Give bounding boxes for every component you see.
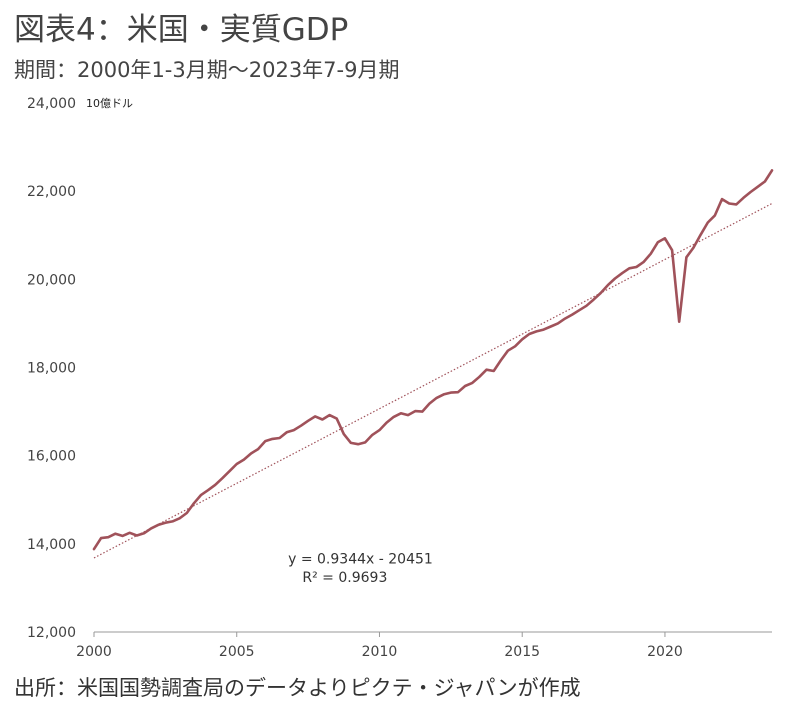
y-tick-label: 22,000 — [27, 184, 76, 200]
y-tick-label: 16,000 — [27, 449, 76, 465]
x-tick-label: 2000 — [76, 644, 112, 660]
regression-annotation-text: y = 0.9344x - 20451 — [288, 552, 433, 568]
y-axis-labels: 12,000 14,000 16,000 18,000 20,000 22,000 24,0… — [27, 96, 76, 641]
y-tick-label: 12,000 — [27, 625, 76, 641]
x-tick-label: 2010 — [362, 644, 398, 660]
y-tick-label: 24,000 — [27, 96, 76, 112]
x-axis-labels: 2000 2005 2010 2015 2020 — [76, 644, 683, 660]
y-tick-label: 14,000 — [27, 537, 76, 553]
gdp-series-line — [92, 169, 774, 551]
regression-annotations: y = 0.9344x - 20451 R² = 0.9693 — [288, 552, 433, 587]
trendline — [93, 202, 773, 559]
x-tick-label: 2015 — [504, 644, 540, 660]
x-tick-label: 2005 — [219, 644, 255, 660]
y-tick-label: 20,000 — [27, 272, 76, 288]
regression-annotation-text: R² = 0.9693 — [302, 570, 387, 586]
chart-subtitle: 期間：2000年1-3月期～2023年7-9月期 — [14, 58, 400, 82]
chart-title: 図表4：米国・実質GDP — [14, 12, 349, 48]
y-axis-unit-label: 10億ドル — [86, 97, 133, 110]
source-note: 出所：米国国勢調査局のデータよりピクテ・ジャパンが作成 — [14, 676, 581, 700]
y-tick-label: 18,000 — [27, 361, 76, 377]
x-axis-ticks — [93, 632, 666, 637]
x-tick-label: 2020 — [647, 644, 683, 660]
